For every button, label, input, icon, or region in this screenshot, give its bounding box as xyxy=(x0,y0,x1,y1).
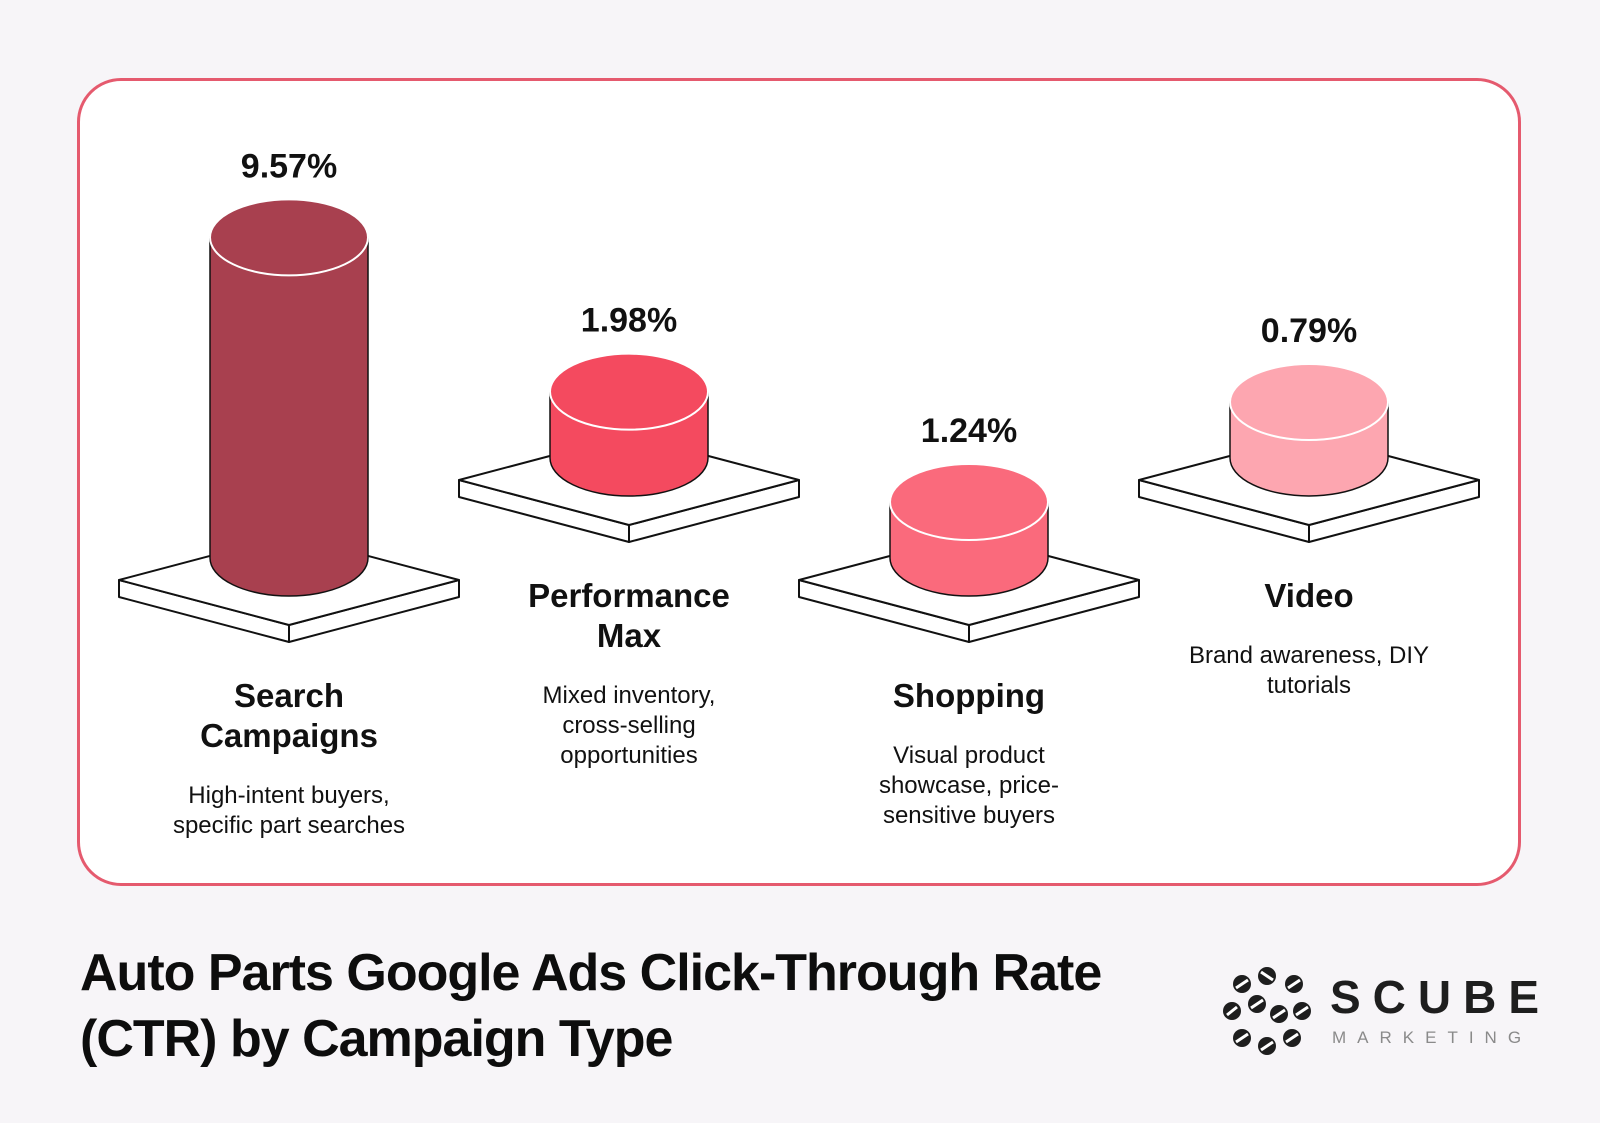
category-description: cross-selling xyxy=(562,712,695,739)
category-label: Video xyxy=(1264,577,1353,614)
bar-cylinder-top xyxy=(209,198,369,277)
scube-logo-mark-icon xyxy=(1223,967,1311,1055)
bar-cylinder-top xyxy=(1229,363,1389,441)
category-description: specific part searches xyxy=(173,812,405,839)
brand-name: SCUBE xyxy=(1330,971,1552,1023)
value-label: 1.24% xyxy=(921,412,1017,450)
value-label: 9.57% xyxy=(241,147,337,185)
category-label: Search xyxy=(234,677,344,714)
chart-title-line-1: Auto Parts Google Ads Click-Through Rate xyxy=(80,944,1102,1002)
value-label: 1.98% xyxy=(581,302,677,340)
scube-logo: SCUBE MARKETING xyxy=(1222,962,1539,1062)
category-description: sensitive buyers xyxy=(883,802,1055,829)
category-description: Brand awareness, DIY xyxy=(1189,642,1429,669)
category-label: Performance xyxy=(528,577,730,614)
chart-title-line-2: (CTR) by Campaign Type xyxy=(80,1010,673,1068)
category-description: High-intent buyers, xyxy=(188,782,389,809)
bar-cylinder-top xyxy=(549,352,709,431)
brand-tagline: MARKETING xyxy=(1332,1028,1533,1047)
category-label: Campaigns xyxy=(200,717,378,754)
value-label: 0.79% xyxy=(1261,312,1357,350)
category-description: showcase, price- xyxy=(879,772,1059,799)
category-label: Shopping xyxy=(893,677,1045,714)
category-description: Visual product xyxy=(893,742,1045,769)
chart-title: Auto Parts Google Ads Click-Through Rate… xyxy=(80,940,1190,1072)
bar-cylinder xyxy=(209,236,369,597)
category-description: tutorials xyxy=(1267,672,1351,699)
category-description: opportunities xyxy=(560,742,697,769)
category-description: Mixed inventory, xyxy=(543,682,716,709)
bar-cylinder-top xyxy=(889,463,1049,541)
category-label: Max xyxy=(597,617,662,654)
